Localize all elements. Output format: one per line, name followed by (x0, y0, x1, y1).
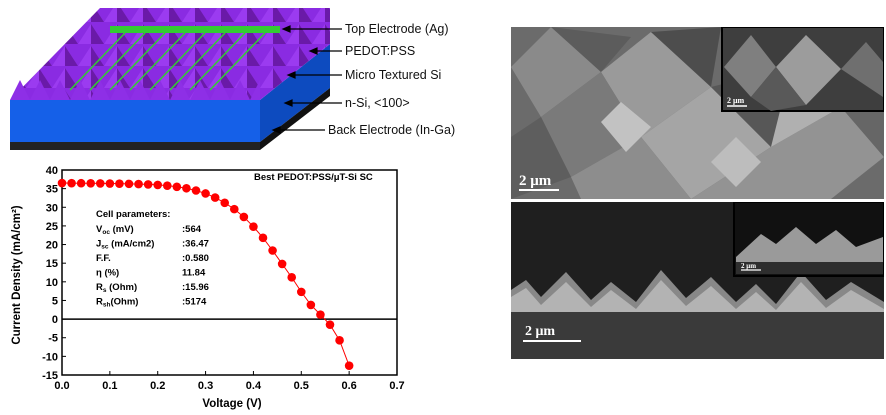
plot-frame (61, 169, 398, 376)
y-axis-title: Current Density (mA/cm²) (11, 205, 23, 344)
x-axis-title: Voltage (V) (202, 398, 261, 410)
x-tick-label: 0.1 (102, 380, 117, 392)
inset-top-texture (724, 35, 883, 111)
y-tick-label: 35 (46, 184, 58, 196)
pyramid-profile (511, 270, 884, 312)
y-tick-label: -15 (42, 370, 58, 382)
x-tick-label: 0.0 (54, 380, 69, 392)
data-point (153, 180, 163, 190)
data-point (143, 180, 153, 189)
data-point (229, 204, 239, 214)
data-point (258, 233, 268, 243)
sem-bottom-scale-label: 2 μm (525, 324, 555, 339)
data-point (335, 336, 344, 345)
jv-chart: 0.0 0.1 0.2 0.3 0.4 0.5 0.6 0.7 40 35 30 25 20 15 10 5 0… (0, 160, 405, 410)
data-point (124, 179, 134, 189)
data-point (182, 183, 191, 193)
y-tick-label: 15 (46, 258, 58, 270)
param-value: :564 (182, 224, 202, 235)
data-point (325, 320, 335, 329)
param-name: Jsc (mA/cm2) (96, 239, 154, 251)
n-si-side (260, 44, 330, 142)
data-point (57, 178, 67, 188)
n-si-layer (10, 100, 260, 142)
data-point (268, 246, 277, 255)
param-name: Voc (mV) (96, 224, 134, 236)
data-point (76, 178, 86, 188)
param-value: :36.47 (182, 239, 209, 250)
data-point (162, 181, 172, 190)
y-tick-label: 40 (46, 165, 58, 177)
y-tick-label: 20 (46, 240, 58, 252)
data-point (86, 179, 96, 188)
inset-bottom-scale-label: 2 μm (741, 262, 756, 270)
param-value: :5174 (182, 297, 207, 308)
data-point (115, 179, 124, 188)
x-tick-label: 0.6 (341, 380, 356, 392)
param-name: η (%) (96, 268, 119, 279)
label-n-si: n-Si, <100> (345, 96, 410, 110)
data-point (172, 182, 182, 192)
param-name: Rs (Ohm) (96, 282, 137, 294)
y-tick-label: 30 (46, 202, 58, 214)
cell-parameters: Cell parameters: Voc (mV) :564 Jsc (mA/cm2… (96, 209, 209, 309)
data-point (201, 189, 210, 198)
chart-title: Best PEDOT:PSS/μT-Si SC (254, 172, 373, 183)
data-point (210, 193, 220, 202)
top-electrode-grid (69, 26, 280, 91)
y-tick-label: -5 (48, 333, 58, 345)
x-tick-label: 0.2 (150, 380, 165, 392)
data-point (306, 300, 316, 310)
data-point (316, 310, 325, 319)
label-textured-si: Micro Textured Si (345, 68, 441, 82)
data-point (277, 259, 287, 269)
x-tick-label: 0.7 (389, 380, 404, 392)
param-heading: Cell parameters: (96, 209, 170, 220)
sem-top-scale-label: 2 μm (519, 173, 552, 189)
x-tick-label: 0.3 (198, 380, 213, 392)
data-point (191, 186, 201, 195)
param-value: 11.84 (182, 268, 206, 279)
sem-image-bottom: 2 μm 2 μm (511, 202, 884, 359)
y-tick-label: 25 (46, 221, 58, 233)
y-tick-label: 5 (52, 295, 58, 307)
data-point (67, 178, 76, 188)
data-point (287, 273, 297, 282)
x-tick-label: 0.5 (294, 380, 309, 392)
y-tick-label: 0 (52, 314, 58, 326)
textured-si-front (10, 80, 260, 100)
label-pedot: PEDOT:PSS (345, 44, 415, 58)
param-value: :15.96 (182, 282, 209, 293)
inset-top-scale-label: 2 μm (727, 96, 745, 105)
param-name: Rsh(Ohm) (96, 297, 138, 309)
param-value: :0.580 (182, 253, 209, 264)
sem-image-top: 2 μm 2 μm (511, 27, 884, 199)
inset-bottom-texture (736, 227, 883, 274)
x-tick-label: 0.4 (246, 380, 262, 392)
data-point (134, 179, 143, 189)
label-back-electrode: Back Electrode (In-Ga) (328, 123, 455, 137)
data-point (239, 212, 249, 222)
data-point (344, 361, 354, 370)
data-point (220, 198, 230, 208)
param-name: F.F. (96, 253, 111, 264)
data-point (95, 179, 105, 188)
back-electrode-layer (10, 142, 260, 150)
label-top-electrode: Top Electrode (Ag) (345, 22, 449, 36)
y-tick-label: 10 (46, 277, 58, 289)
y-tick-label: -10 (42, 351, 58, 363)
device-schematic: Top Electrode (Ag) PEDOT:PSS Micro Textu… (0, 0, 510, 160)
data-point (296, 287, 306, 297)
data-point (249, 222, 258, 231)
data-point (105, 179, 115, 188)
